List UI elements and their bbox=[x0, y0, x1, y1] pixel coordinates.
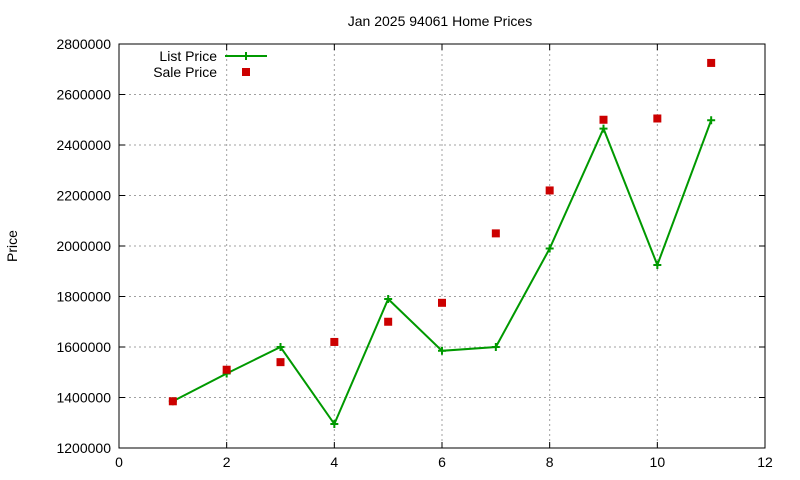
y-axis-label: Price bbox=[4, 230, 20, 262]
data-point bbox=[276, 358, 285, 367]
y-tick-label: 1800000 bbox=[56, 289, 111, 305]
y-tick-label: 2000000 bbox=[56, 238, 111, 254]
series-layer bbox=[168, 58, 716, 429]
data-point bbox=[222, 365, 231, 374]
legend-label: Sale Price bbox=[153, 64, 217, 80]
x-tick-label: 10 bbox=[650, 454, 666, 470]
x-tick-label: 4 bbox=[330, 454, 338, 470]
y-tick-label: 2400000 bbox=[56, 137, 111, 153]
legend-label: List Price bbox=[159, 48, 217, 64]
series-0 bbox=[168, 116, 716, 429]
data-point bbox=[545, 244, 554, 253]
axis-ticks: 0 2 4 6 8 10 12 1200000 1400000 1600000 1800000 200… bbox=[56, 36, 773, 470]
x-tick-label: 2 bbox=[223, 454, 231, 470]
data-point bbox=[599, 115, 608, 124]
data-point bbox=[276, 343, 285, 351]
legend-marker bbox=[242, 52, 250, 60]
data-point bbox=[707, 58, 716, 67]
data-point bbox=[653, 114, 662, 123]
data-point bbox=[438, 298, 446, 307]
grid bbox=[119, 44, 765, 448]
x-tick-label: 6 bbox=[438, 454, 446, 470]
data-point bbox=[384, 295, 393, 304]
data-point bbox=[545, 186, 554, 195]
y-tick-label: 1600000 bbox=[56, 339, 111, 355]
legend-marker bbox=[242, 68, 250, 76]
data-point bbox=[491, 343, 500, 351]
y-tick-label: 2600000 bbox=[56, 87, 111, 103]
x-tick-label: 0 bbox=[115, 454, 123, 470]
data-point bbox=[384, 317, 393, 326]
data-point bbox=[330, 337, 339, 346]
data-point bbox=[707, 116, 716, 125]
x-tick-label: 8 bbox=[546, 454, 554, 470]
data-point bbox=[653, 260, 662, 269]
data-point bbox=[491, 229, 500, 238]
data-point bbox=[438, 346, 446, 355]
y-tick-label: 2800000 bbox=[56, 36, 111, 52]
data-point bbox=[168, 397, 177, 406]
chart-title: Jan 2025 94061 Home Prices bbox=[348, 13, 532, 29]
data-point bbox=[330, 420, 339, 429]
y-tick-label: 1400000 bbox=[56, 390, 111, 406]
y-tick-label: 2200000 bbox=[56, 188, 111, 204]
y-tick-label: 1200000 bbox=[56, 440, 111, 456]
data-point bbox=[599, 124, 608, 133]
plot-frame bbox=[118, 43, 766, 449]
x-tick-label: 12 bbox=[757, 454, 773, 470]
series-1 bbox=[168, 58, 716, 406]
